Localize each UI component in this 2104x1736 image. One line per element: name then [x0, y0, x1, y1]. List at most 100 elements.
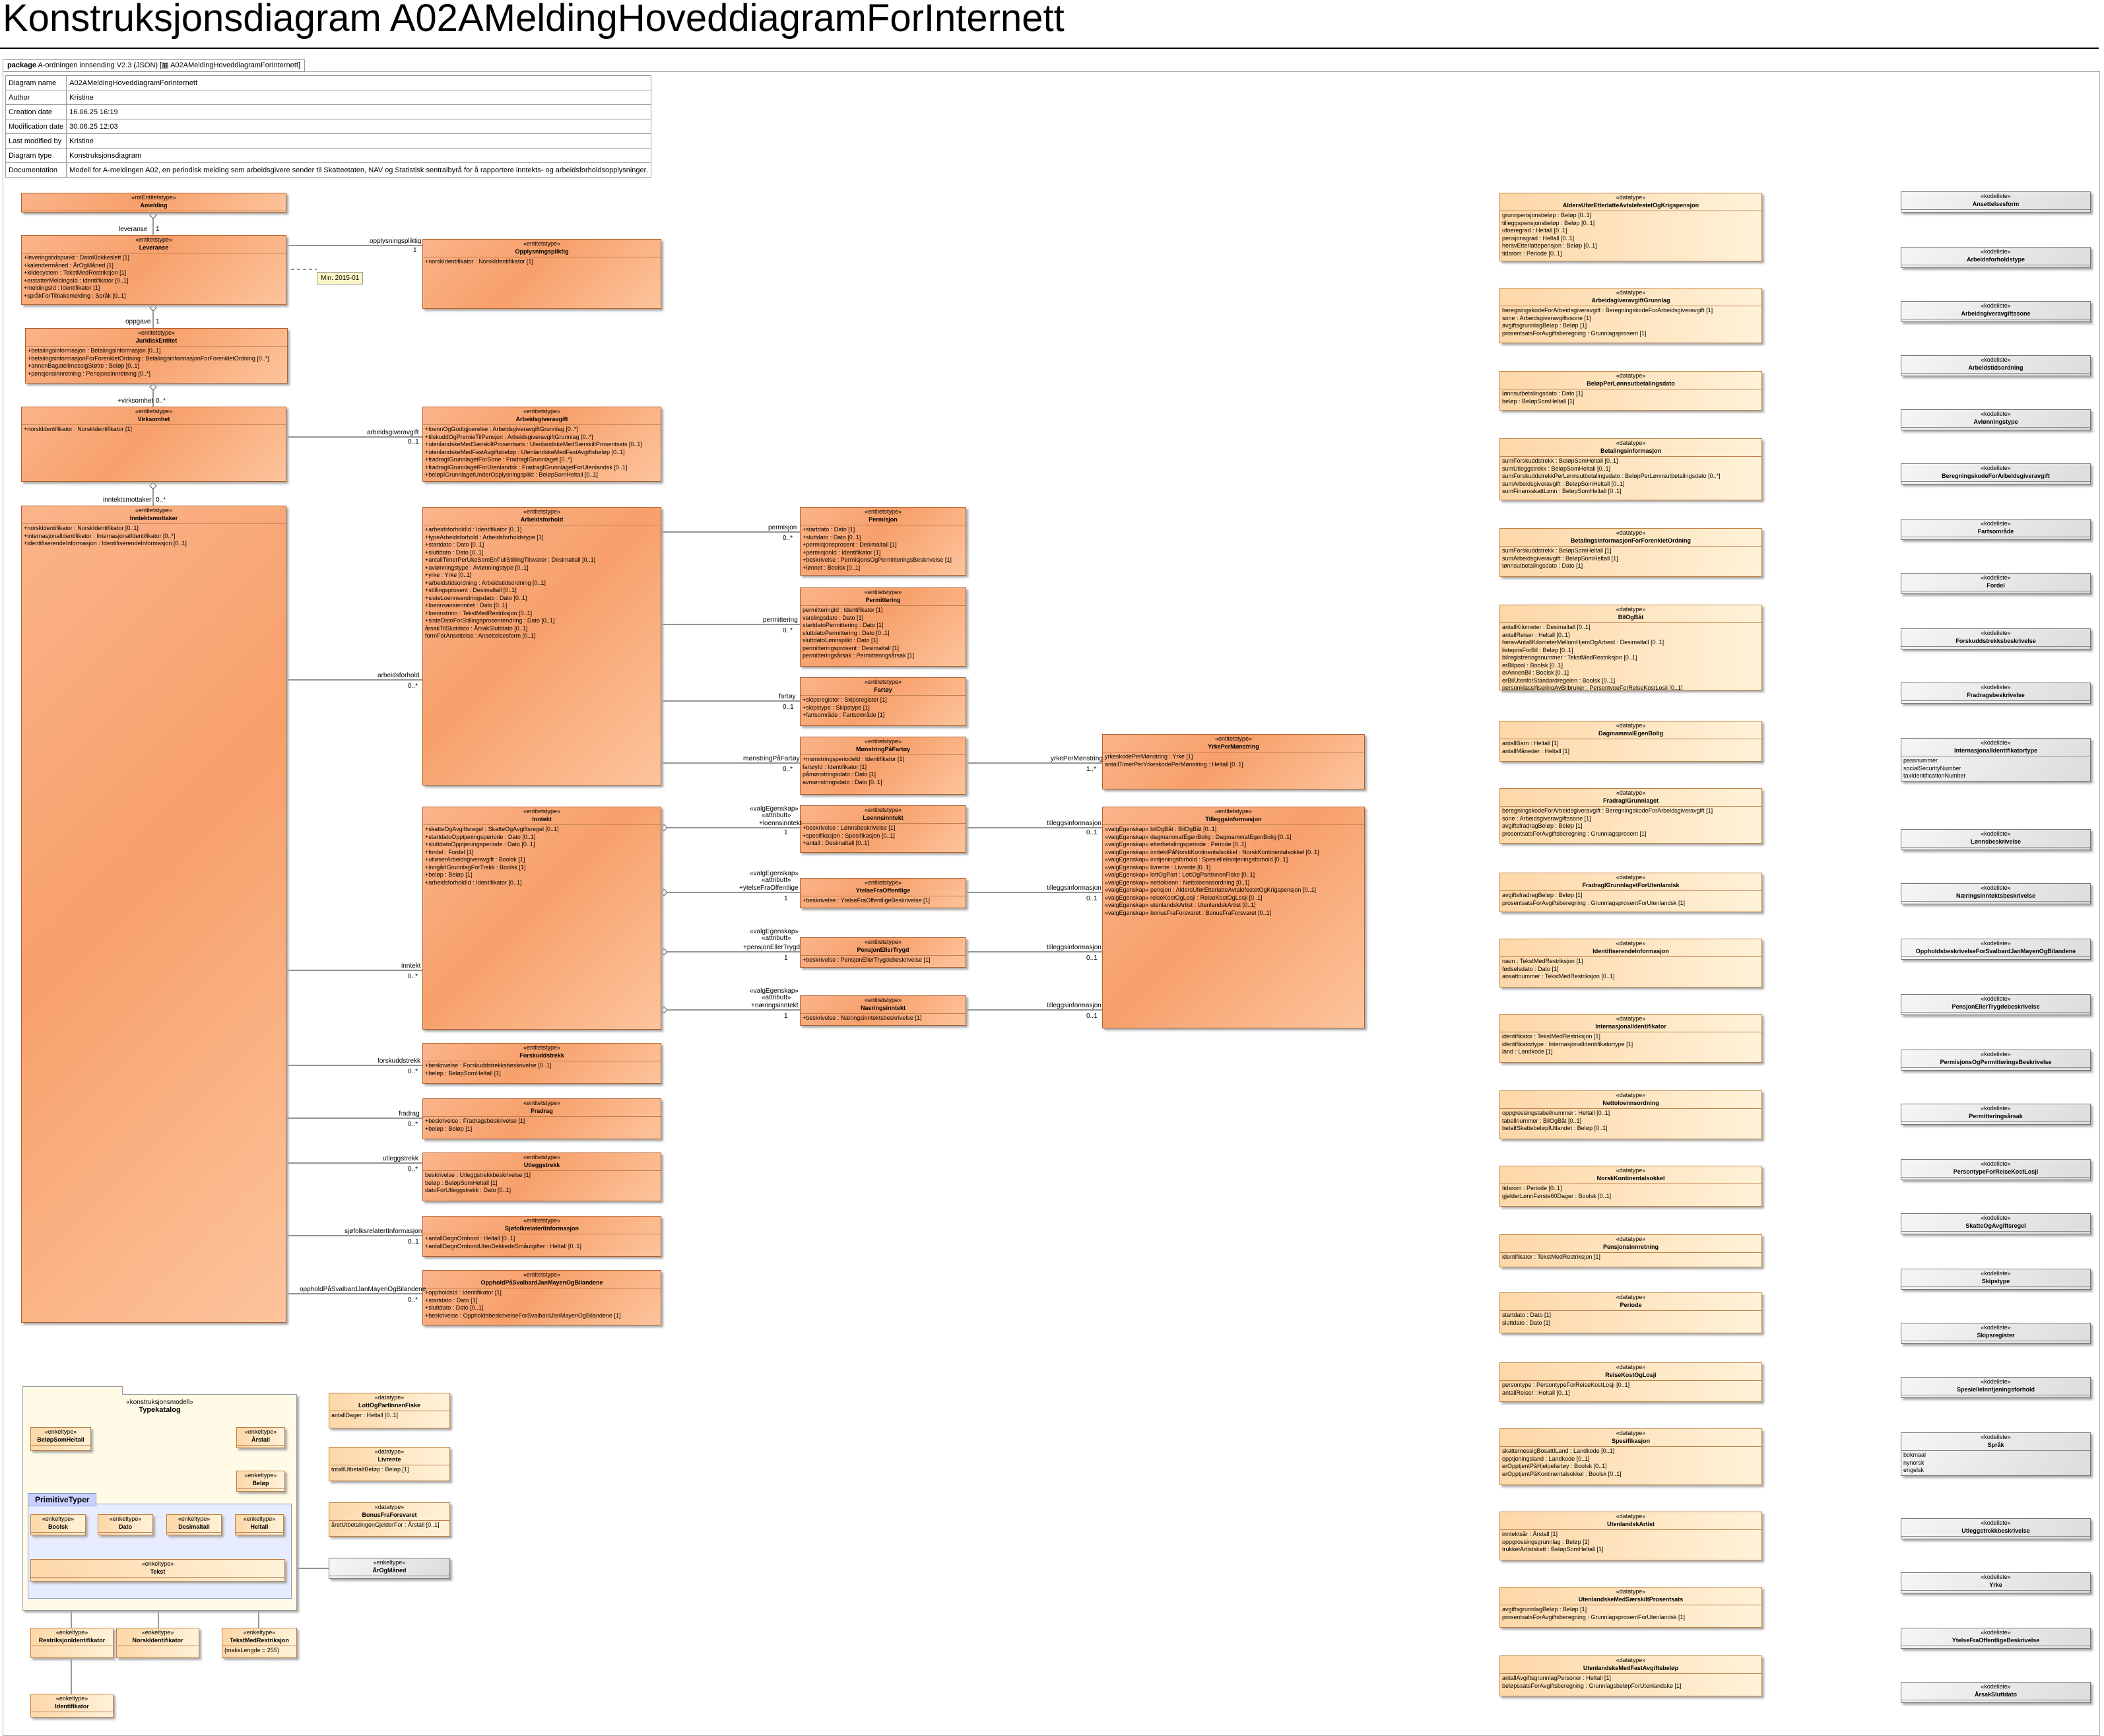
- class-pensjonellertrygdebeskrivelse[interactable]: «kodeliste» PensjonEllerTrygdebeskrivelse: [1901, 994, 2091, 1015]
- class-ansettelsesform[interactable]: «kodeliste» Ansettelsesform: [1901, 191, 2091, 213]
- class-arbeidsgiveravgift[interactable]: «entitetstype» Arbeidsgiveravgift +loennOg…: [422, 407, 661, 482]
- class-stereotype: «entitetstype»: [137, 329, 176, 336]
- class-årstall[interactable]: «enkeltype» Årstall: [236, 1427, 285, 1448]
- class-betalingsinformasjon[interactable]: «datatype» Betalingsinformasjon sumForskud…: [1499, 438, 1762, 500]
- class-bilogbåt[interactable]: «datatype» BilOgBåt antallKilometer : Desi…: [1499, 605, 1762, 690]
- class-internasjonalidentifikatortype[interactable]: «kodeliste» InternasjonalIdentifikatortyp…: [1901, 738, 2091, 782]
- class-utleggstrekkbeskrivelse[interactable]: «kodeliste» Utleggstrekkbeskrivelse: [1901, 1518, 2091, 1539]
- info-key: Diagram type: [5, 148, 67, 163]
- class-forskuddstrekk[interactable]: «entitetstype» Forskuddstrekk +beskrivelse…: [422, 1043, 661, 1084]
- class-skatteogavgiftsregel[interactable]: «kodeliste» SkatteOgAvgiftsregel: [1901, 1213, 2091, 1234]
- class-header: «kodeliste» SkatteOgAvgiftsregel: [1901, 1214, 2090, 1232]
- class-heltall[interactable]: «enkeltype» Heltall: [235, 1514, 284, 1535]
- class-aldersuføretterlatteavtalefestetogkrigspensjon[interactable]: «datatype» AldersUførEtterlatteAvtalefest…: [1499, 193, 1762, 261]
- class-dato[interactable]: «enkeltype» Dato: [98, 1514, 153, 1535]
- class-identifiserendeinformasjon[interactable]: «datatype» IdentifiserendeInformasjon navn…: [1499, 939, 1762, 987]
- class-fradragigrunnlagetforutenlandsk[interactable]: «datatype» FradragIGrunnlagetForUtenlands…: [1499, 873, 1762, 912]
- class-spesifikasjon[interactable]: «datatype» Spesifikasjon skattemessigBosat…: [1499, 1428, 1762, 1485]
- class-arbeidsforhold[interactable]: «entitetstype» Arbeidsforhold +arbeidsforh…: [422, 507, 661, 785]
- class-opplysningspliktig[interactable]: «entitetstype» Opplysningspliktig +norskId…: [422, 239, 661, 309]
- class-leveranse[interactable]: «entitetstype» Leveranse +leveringstidspun…: [21, 235, 286, 305]
- class-amelding[interactable]: «rotEntitetstype» Amelding: [21, 193, 286, 213]
- class-naeringsinntekt[interactable]: «entitetstype» Naeringsinntekt +beskrivels…: [800, 995, 966, 1026]
- package-tab[interactable]: package A-ordningen innsending V2.3 (JSO…: [3, 59, 305, 72]
- class-beløpperlønnsutbetalingsdato[interactable]: «datatype» BeløpPerLønnsutbetalingsdato lø…: [1499, 371, 1762, 411]
- class-loennsinntekt[interactable]: «entitetstype» Loennsinntekt +beskrivelse …: [800, 805, 966, 853]
- class-ytelsefraoffentlige[interactable]: «entitetstype» YtelseFraOffentlige +beskri…: [800, 878, 966, 908]
- class-restriksjonidentifikator[interactable]: «enkeltype» RestriksjonIdentifikator: [30, 1628, 114, 1658]
- class-fartøy[interactable]: «entitetstype» Fartøy +skipsregister : Ski…: [800, 677, 966, 726]
- class-sjøfolkrelatertinformasjon[interactable]: «entitetstype» SjøfolkrelatertInformasjon…: [422, 1216, 661, 1257]
- class-attributes: beskrivelse : Utleggstrekkbeskrivelse [1…: [423, 1171, 661, 1195]
- class-reisekostoglosji[interactable]: «datatype» ReiseKostOgLosji persontype : P…: [1499, 1362, 1762, 1402]
- class-internasjonalidentifikator[interactable]: «datatype» InternasjonalIdentifikator iden…: [1499, 1014, 1762, 1063]
- class-arbeidsgiveravgiftgrunnlag[interactable]: «datatype» ArbeidsgiveravgiftGrunnlag bere…: [1499, 288, 1762, 343]
- class-arbeidsgiveravgiftssone[interactable]: «kodeliste» Arbeidsgiveravgiftssone: [1901, 301, 2091, 322]
- class-fradragsbeskrivelse[interactable]: «kodeliste» Fradragsbeskrivelse: [1901, 683, 2091, 704]
- class-årsaksluttdato[interactable]: «kodeliste» ÅrsakSluttdato: [1901, 1682, 2091, 1703]
- class-boolsk[interactable]: «enkeltype» Boolsk: [30, 1514, 86, 1535]
- class-inntekt[interactable]: «entitetstype» Inntekt +skatteOgAvgiftsreg…: [422, 807, 661, 1030]
- class-avlønningstype[interactable]: «kodeliste» Avlønningstype: [1901, 409, 2091, 430]
- class-inntektsmottaker[interactable]: «entitetstype» Inntektsmottaker +norskIden…: [21, 506, 286, 1323]
- class-årogmåned[interactable]: «enkeltype» ÅrOgMåned: [329, 1558, 450, 1579]
- class-betalingsinformasjonforforenkletordning[interactable]: «datatype» BetalingsinformasjonForForenkl…: [1499, 528, 1762, 577]
- class-fordel[interactable]: «kodeliste» Fordel: [1901, 573, 2091, 594]
- class-yrke[interactable]: «kodeliste» Yrke: [1901, 1572, 2091, 1593]
- class-ytelsefraoffentligebeskrivelse[interactable]: «kodeliste» YtelseFraOffentligeBeskrivels…: [1901, 1628, 2091, 1649]
- class-juridiskentitet[interactable]: «entitetstype» JuridiskEntitet +betalingsi…: [25, 328, 288, 384]
- class-header: «enkeltype» Desimaltall: [167, 1515, 221, 1533]
- class-tekstmedrestriksjon[interactable]: «enkeltype» TekstMedRestriksjon {maksLengd…: [222, 1628, 297, 1658]
- class-pensjonellertrygd[interactable]: «entitetstype» PensjonEllerTrygd +beskrive…: [800, 937, 966, 968]
- class-lønnsbeskrivelse[interactable]: «kodeliste» Lønnsbeskrivelse: [1901, 829, 2091, 850]
- class-forskuddstrekksbeskrivelse[interactable]: «kodeliste» Forskuddstrekksbeskrivelse: [1901, 628, 2091, 650]
- class-utenlandskemedsærskiltprosentsats[interactable]: «datatype» UtenlandskeMedSærskiltProsents…: [1499, 1587, 1762, 1628]
- class-desimaltall[interactable]: «enkeltype» Desimaltall: [166, 1514, 222, 1535]
- class-permisjonsogpermitteringsbeskrivelse[interactable]: «kodeliste» PermisjonsOgPermitteringsBesk…: [1901, 1050, 2091, 1071]
- class-mønstringpåfartøy[interactable]: «entitetstype» MønstringPåFartøy +mønstrin…: [800, 737, 966, 795]
- class-spesielleinntjeningsforhold[interactable]: «kodeliste» SpesielleInntjeningsforhold: [1901, 1377, 2091, 1398]
- class-permitteringsårsak[interactable]: «kodeliste» Permitteringsårsak: [1901, 1104, 2091, 1125]
- class-språk[interactable]: «kodeliste» Språk bokmaal nynorsk engelsk: [1901, 1432, 2091, 1476]
- class-arbeidstidsordning[interactable]: «kodeliste» Arbeidstidsordning: [1901, 355, 2091, 376]
- class-næringsinntektsbeskrivelse[interactable]: «kodeliste» Næringsinntektsbeskrivelse: [1901, 883, 2091, 904]
- class-attribute: antallAvgiftsgrunnlagPersoner : Heltall …: [1502, 1675, 1611, 1681]
- class-attribute: +beløp : Beløp [1]: [425, 871, 473, 878]
- class-pensjonsinnretning[interactable]: «datatype» Pensjonsinnretning identifikato…: [1499, 1234, 1762, 1267]
- class-norskidentifikator[interactable]: «enkeltype» NorskIdentifikator: [116, 1628, 199, 1658]
- class-oppholdsbeskrivelseforsvalbardjanmayenogbilandene[interactable]: «kodeliste» OppholdsbeskrivelseForSvalbar…: [1901, 939, 2091, 960]
- class-utenlandskartist[interactable]: «datatype» UtenlandskArtist inntektsår : Å…: [1499, 1512, 1762, 1560]
- class-persontypeforreisekostlosji[interactable]: «kodeliste» PersontypeForReiseKostLosji: [1901, 1159, 2091, 1180]
- class-nettoloennsordning[interactable]: «datatype» Nettoloennsordning oppgrossings…: [1499, 1090, 1762, 1139]
- class-utleggstrekk[interactable]: «entitetstype» Utleggstrekk beskrivelse : …: [422, 1152, 661, 1201]
- association-label: 0..*: [408, 973, 418, 980]
- class-bonusfraforsvaret[interactable]: «datatype» BonusFraForsvaret åretUtbetalin…: [329, 1502, 450, 1537]
- class-yrkepermønstring[interactable]: «entitetstype» YrkePerMønstring yrkeskodeP…: [1102, 734, 1365, 789]
- class-tilleggsinformasjon[interactable]: «entitetstype» Tilleggsinformasjon «valgEg…: [1102, 807, 1365, 1028]
- info-key: Creation date: [5, 104, 67, 119]
- class-lottogpartinnenfiske[interactable]: «datatype» LottOgPartInnenFiske antallDage…: [329, 1393, 450, 1428]
- class-beløp[interactable]: «enkeltype» Beløp: [236, 1471, 285, 1492]
- class-virksomhet[interactable]: «entitetstype» Virksomhet +norskIdentifika…: [21, 407, 286, 482]
- class-permisjon[interactable]: «entitetstype» Permisjon +startdato : Dato…: [800, 507, 966, 576]
- class-stereotype: «enkeltype»: [109, 1516, 142, 1522]
- class-arbeidsforholdstype[interactable]: «kodeliste» Arbeidsforholdstype: [1901, 247, 2091, 268]
- class-fradragigrunnlaget[interactable]: «datatype» FradragIGrunnlaget beregningsko…: [1499, 788, 1762, 844]
- class-beregningskodeforarbeidsgiveravgift[interactable]: «kodeliste» BeregningskodeForArbeidsgiver…: [1901, 463, 2091, 484]
- class-fradrag[interactable]: «entitetstype» Fradrag +beskrivelse : Frad…: [422, 1098, 661, 1139]
- class-utenlandskemedfastavgiftsbeløp[interactable]: «datatype» UtenlandskeMedFastAvgiftsbeløp…: [1499, 1655, 1762, 1696]
- class-tekst[interactable]: «enkeltype» Tekst: [30, 1559, 285, 1582]
- class-attribute: +startdato : Dato [0..1]: [425, 541, 484, 548]
- class-stereotype: «entitetstype»: [523, 1100, 561, 1106]
- class-livrente[interactable]: «datatype» Livrente totaltUtbetaltBeløp : …: [329, 1447, 450, 1481]
- class-skipsregister[interactable]: «kodeliste» Skipsregister: [1901, 1323, 2091, 1344]
- class-fartsområde[interactable]: «kodeliste» Fartsområde: [1901, 519, 2091, 540]
- class-permittering[interactable]: «entitetstype» Permittering permitteringId…: [800, 587, 966, 667]
- class-dagmammaiegenbolig[interactable]: «datatype» DagmammaIEgenBolig antallBarn :…: [1499, 721, 1762, 762]
- class-skipstype[interactable]: «kodeliste» Skipstype: [1901, 1269, 2091, 1290]
- class-norskkontinentalsokkel[interactable]: «datatype» NorskKontinentalsokkel tidsrom …: [1499, 1166, 1762, 1207]
- class-identifikator[interactable]: «enkeltype» Identifikator: [30, 1694, 114, 1718]
- class-beløpsomheltall[interactable]: «enkeltype» BeløpSomHeltall: [30, 1427, 91, 1451]
- class-periode[interactable]: «datatype» Periode startdato : Dato [1] slu…: [1499, 1292, 1762, 1333]
- class-oppholdpåsvalbardjanmayenogbilandene[interactable]: «entitetstype» OppholdPåSvalbardJanMayenO…: [422, 1270, 661, 1325]
